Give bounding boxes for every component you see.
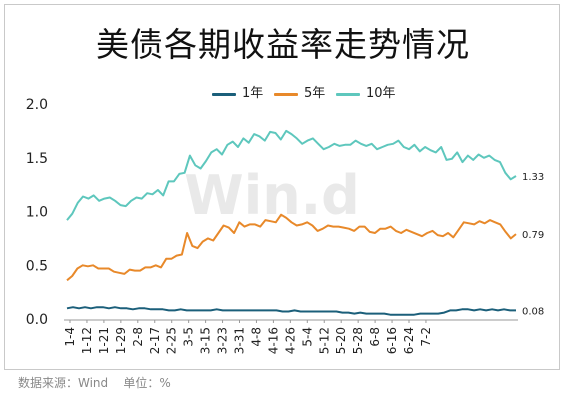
x-tick-label: 3-15 <box>199 327 213 354</box>
legend-swatch-5y <box>274 93 298 96</box>
series-end-label: 1.33 <box>522 172 544 183</box>
y-tick-label: 1.0 <box>26 205 48 221</box>
legend-label-5y: 5年 <box>304 86 326 101</box>
x-tick-label: 3-31 <box>233 327 247 354</box>
x-tick-label: 1-12 <box>80 327 94 354</box>
series-end-label: 0.79 <box>522 230 544 241</box>
x-tick-label: 2-17 <box>148 327 162 354</box>
chart-legend: 1年 5年 10年 <box>0 84 566 104</box>
end-labels: 0.08 0.79 1.33 <box>522 172 544 317</box>
x-tick-label: 6-16 <box>385 327 399 354</box>
source-note: 数据来源：Wind 单位：% <box>18 376 171 390</box>
x-tick-label: 5-28 <box>351 327 365 354</box>
y-tick-label: 1.5 <box>26 151 48 167</box>
legend-label-1y: 1年 <box>242 86 264 101</box>
x-tick-label: 2-25 <box>165 327 179 354</box>
chart-title: 美债各期收益率走势情况 <box>96 25 470 64</box>
series-line-1y <box>66 306 516 316</box>
legend-label-10y: 10年 <box>366 86 396 101</box>
x-tick-label: 1-29 <box>114 327 128 354</box>
x-tick-label: 5-12 <box>317 327 331 354</box>
x-tick-label: 1-4 <box>63 327 77 347</box>
x-axis: 1-4 1-12 1-21 1-29 2-8 2-17 2-25 3-5 3-15 3-23 3-3… <box>63 319 518 354</box>
y-tick-label: 2.0 <box>26 97 48 113</box>
x-tick-label: 3-23 <box>216 327 230 354</box>
x-tick-label: 4-26 <box>283 327 297 354</box>
x-tick-label: 2-8 <box>131 327 145 347</box>
y-tick-label: 0.5 <box>26 258 48 274</box>
x-tick-label: 5-20 <box>334 327 348 354</box>
y-tick-label: 0.0 <box>26 312 48 328</box>
x-tick-label: 6-24 <box>402 327 416 354</box>
x-tick-label: 3-5 <box>182 327 196 347</box>
x-tick-label: 7-2 <box>419 327 433 347</box>
x-tick-label: 5-4 <box>300 327 314 347</box>
x-tick-label: 1-21 <box>97 327 111 354</box>
legend-swatch-10y <box>336 93 360 96</box>
series-line-5y <box>66 213 517 282</box>
x-tick-label: 4-16 <box>266 327 280 354</box>
watermark-text: Win.d <box>184 164 360 227</box>
series-group <box>66 129 517 316</box>
series-end-label: 0.08 <box>522 306 544 317</box>
x-tick-label: 4-8 <box>249 327 263 347</box>
legend-swatch-1y <box>212 93 236 96</box>
x-tick-label: 6-8 <box>368 327 382 347</box>
y-axis-ticks: 0.0 0.5 1.0 1.5 2.0 <box>26 97 48 328</box>
series-line-10y <box>66 129 517 221</box>
